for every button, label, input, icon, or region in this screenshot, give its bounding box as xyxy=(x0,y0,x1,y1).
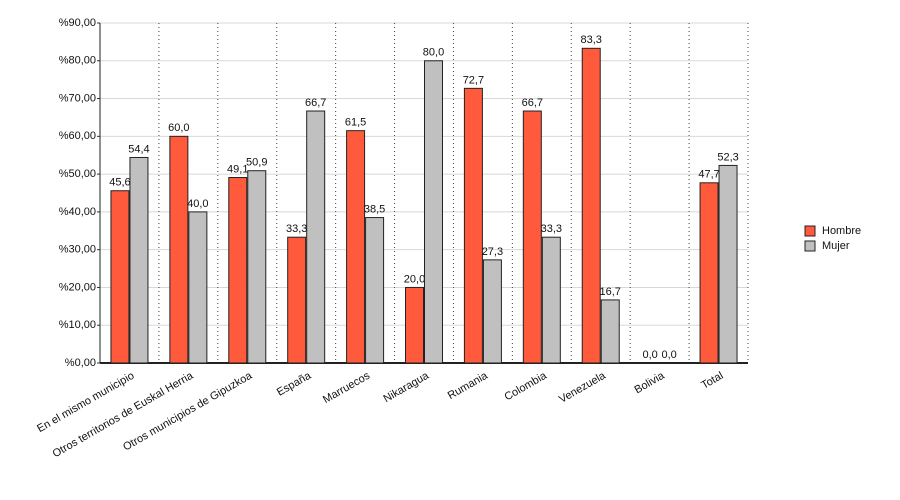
bar xyxy=(541,236,561,364)
y-tick-label: %80,00 xyxy=(59,55,96,67)
bar xyxy=(600,299,620,364)
y-tick-label: %90,00 xyxy=(59,17,96,29)
value-label: 38,5 xyxy=(364,203,385,215)
bar xyxy=(405,286,424,364)
y-tick-label: %40,00 xyxy=(59,206,96,218)
bar xyxy=(287,236,307,364)
value-label: 16,7 xyxy=(600,286,621,298)
y-tick-label: %60,00 xyxy=(59,130,96,142)
x-tick-label: En el mismo municipio xyxy=(35,370,136,435)
bar xyxy=(129,156,149,364)
y-tick-label: %10,00 xyxy=(59,319,96,331)
y-tick-label: %70,00 xyxy=(59,92,96,104)
value-label: 52,3 xyxy=(717,151,738,163)
y-tick-label: %50,00 xyxy=(59,168,96,180)
bar xyxy=(522,110,542,364)
y-tick-label: %0,00 xyxy=(65,357,96,369)
value-label: 72,7 xyxy=(463,74,484,86)
x-tick-label: España xyxy=(275,369,314,398)
bar xyxy=(482,259,502,364)
bar xyxy=(365,217,385,364)
x-tick-label: Rumania xyxy=(446,369,491,402)
bar xyxy=(306,110,326,364)
value-label: 33,3 xyxy=(541,223,562,235)
x-tick-label: Colombia xyxy=(503,369,550,403)
value-label: 50,9 xyxy=(246,157,267,169)
bar xyxy=(346,130,366,364)
value-label: 20,0 xyxy=(404,273,425,285)
value-label: 60,0 xyxy=(168,122,189,134)
bar xyxy=(110,190,130,364)
legend-swatch xyxy=(804,240,816,252)
x-tick-label: Nikaragua xyxy=(382,369,432,405)
bar xyxy=(424,60,443,364)
value-label: 83,3 xyxy=(581,34,602,46)
bar xyxy=(169,135,189,364)
bar xyxy=(581,47,601,364)
value-label: 33,3 xyxy=(286,223,307,235)
bar xyxy=(718,164,738,364)
bar xyxy=(699,182,719,364)
legend-swatch xyxy=(804,225,816,237)
value-label: 54,4 xyxy=(128,143,149,155)
value-label: 61,5 xyxy=(345,117,366,129)
y-tick-label: %30,00 xyxy=(59,244,96,256)
value-label: 66,7 xyxy=(305,97,326,109)
value-label: 66,7 xyxy=(522,97,543,109)
bar xyxy=(188,211,208,364)
value-label: 49,1 xyxy=(227,163,248,175)
y-tick-label: %20,00 xyxy=(59,281,96,293)
value-label: 47,7 xyxy=(698,169,719,181)
value-label: 45,6 xyxy=(109,177,130,189)
value-label: 0,0 xyxy=(642,349,657,361)
bar xyxy=(463,87,483,364)
legend-label: Mujer xyxy=(822,240,850,252)
bar xyxy=(228,177,248,364)
x-tick-label: Marruecos xyxy=(321,369,372,406)
legend-label: Hombre xyxy=(822,225,861,237)
value-label: 27,3 xyxy=(482,246,503,258)
x-tick-label: Venezuela xyxy=(557,369,608,406)
x-tick-label: Total xyxy=(699,370,725,392)
bar xyxy=(247,170,267,364)
value-label: 40,0 xyxy=(187,198,208,210)
value-label: 0,0 xyxy=(661,349,676,361)
value-label: 80,0 xyxy=(423,47,444,59)
x-tick-label: Bolivia xyxy=(633,369,668,396)
